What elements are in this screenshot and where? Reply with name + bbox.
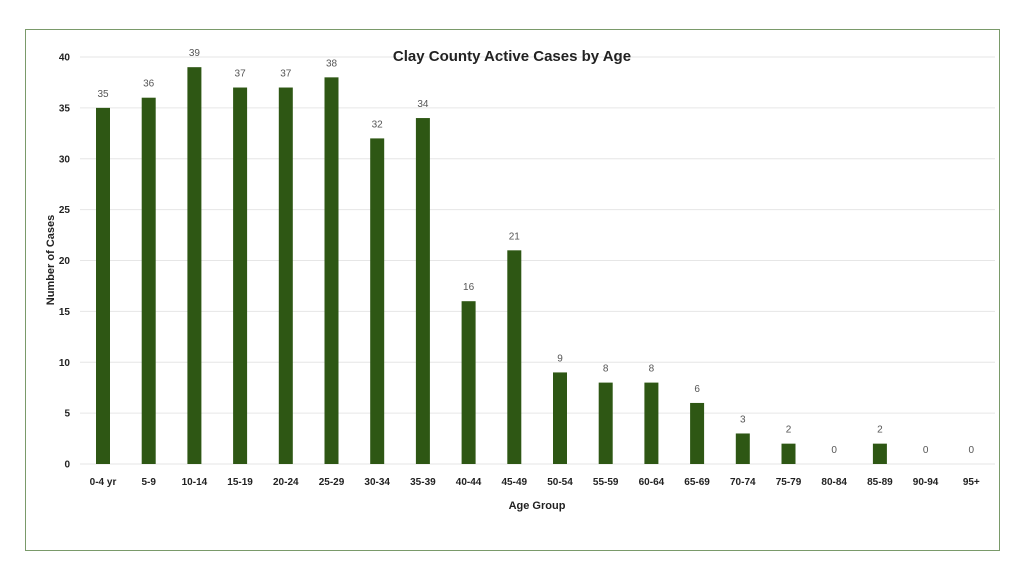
data-label: 3 bbox=[740, 414, 746, 425]
x-tick-label: 65-69 bbox=[684, 477, 710, 488]
data-label: 2 bbox=[877, 425, 883, 436]
y-tick-label: 25 bbox=[59, 205, 71, 216]
x-tick-label: 10-14 bbox=[182, 477, 208, 488]
bar-70-74 bbox=[735, 433, 750, 464]
data-label: 0 bbox=[969, 445, 975, 456]
x-tick-label: 75-79 bbox=[776, 477, 802, 488]
data-label: 21 bbox=[509, 231, 521, 242]
y-tick-label: 15 bbox=[59, 307, 71, 318]
x-axis-title: Age Group bbox=[509, 500, 566, 512]
data-label: 9 bbox=[557, 353, 563, 364]
data-label: 8 bbox=[603, 364, 609, 375]
data-label: 0 bbox=[831, 445, 837, 456]
bar-60-64 bbox=[644, 382, 659, 464]
bar-35-39 bbox=[415, 118, 430, 465]
x-tick-label: 5-9 bbox=[141, 477, 156, 488]
bar-15-19 bbox=[233, 87, 248, 465]
data-label: 39 bbox=[189, 48, 201, 59]
x-tick-label: 80-84 bbox=[821, 477, 847, 488]
y-tick-label: 5 bbox=[64, 409, 70, 420]
bar-55-59 bbox=[598, 382, 613, 464]
data-label: 32 bbox=[372, 119, 384, 130]
data-label: 37 bbox=[280, 69, 292, 80]
x-tick-label: 50-54 bbox=[547, 477, 573, 488]
y-axis-ticks: 0 5 10 15 20 25 30 35 40 bbox=[59, 53, 71, 471]
y-tick-label: 30 bbox=[59, 154, 71, 165]
x-tick-label: 45-49 bbox=[502, 477, 528, 488]
x-tick-label: 70-74 bbox=[730, 477, 756, 488]
y-axis-title: Number of Cases bbox=[45, 215, 57, 305]
x-tick-label: 60-64 bbox=[639, 477, 665, 488]
y-tick-label: 20 bbox=[59, 256, 71, 267]
x-tick-label: 15-19 bbox=[227, 477, 253, 488]
bar-40-44 bbox=[461, 301, 476, 464]
bar-45-49 bbox=[507, 250, 522, 464]
x-tick-label: 25-29 bbox=[319, 477, 345, 488]
x-axis-ticks: 0-4 yr 5-9 10-14 15-19 20-24 25-29 30-34 35-39 4… bbox=[90, 477, 980, 488]
bar-5-9 bbox=[141, 97, 156, 464]
data-label: 0 bbox=[923, 445, 929, 456]
gridlines bbox=[80, 56, 995, 465]
x-tick-label: 30-34 bbox=[364, 477, 390, 488]
y-tick-label: 10 bbox=[59, 358, 71, 369]
bar-20-24 bbox=[278, 87, 293, 465]
data-label: 37 bbox=[235, 69, 247, 80]
x-tick-label: 20-24 bbox=[273, 477, 299, 488]
data-label: 36 bbox=[143, 79, 155, 90]
bar-25-29 bbox=[324, 77, 339, 464]
y-tick-label: 35 bbox=[59, 103, 71, 114]
y-tick-label: 40 bbox=[59, 53, 71, 64]
data-label: 8 bbox=[649, 364, 655, 375]
bar-75-79 bbox=[781, 443, 796, 464]
x-tick-label: 55-59 bbox=[593, 477, 619, 488]
bar-30-34 bbox=[370, 138, 385, 464]
chart-title: Clay County Active Cases by Age bbox=[393, 48, 631, 65]
y-tick-label: 0 bbox=[64, 460, 70, 471]
data-label: 38 bbox=[326, 58, 338, 69]
data-label: 16 bbox=[463, 282, 475, 293]
bar-50-54 bbox=[553, 372, 567, 464]
x-tick-label: 0-4 yr bbox=[90, 477, 117, 488]
data-label: 2 bbox=[786, 425, 792, 436]
x-tick-label: 95+ bbox=[963, 477, 980, 488]
bar-10-14 bbox=[187, 67, 202, 465]
x-tick-label: 85-89 bbox=[867, 477, 893, 488]
x-tick-label: 90-94 bbox=[913, 477, 939, 488]
data-label: 35 bbox=[97, 89, 109, 100]
bar-0-4 yr bbox=[96, 107, 110, 464]
x-tick-label: 35-39 bbox=[410, 477, 436, 488]
data-label: 34 bbox=[417, 99, 429, 110]
x-tick-label: 40-44 bbox=[456, 477, 482, 488]
bar-85-89 bbox=[872, 443, 887, 464]
data-label: 6 bbox=[694, 384, 700, 395]
bar-65-69 bbox=[690, 402, 705, 464]
